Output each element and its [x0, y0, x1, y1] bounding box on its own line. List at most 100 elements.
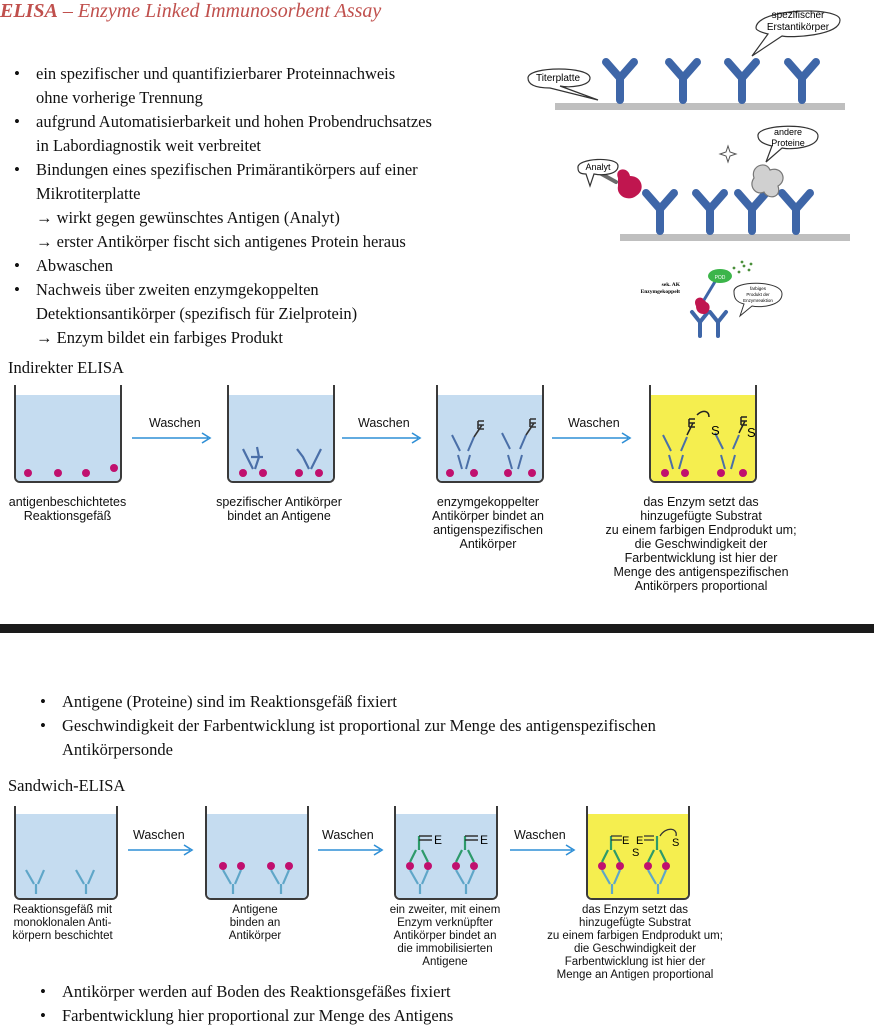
caption-line: Menge des antigenspezifischen: [613, 565, 789, 579]
caption-line: Menge an Antigen proportional: [556, 969, 714, 981]
svg-text:spezifischer: spezifischer: [772, 10, 825, 21]
antibody-row-2: [642, 189, 814, 235]
section-divider: [0, 624, 874, 633]
caption: Antigene binden an Antikörper: [200, 904, 310, 943]
bullet-item: Nachweis über zweiten enzymgekoppelten: [8, 278, 508, 302]
bullet-item: Bindungen eines spezifischen Primärantik…: [8, 158, 508, 182]
bullet-subline: Antikörpersonde: [62, 740, 173, 759]
svg-text:Erstantikörper: Erstantikörper: [767, 22, 830, 33]
caption: Reaktionsgefäß mit monoklonalen Anti-körp…: [0, 904, 125, 943]
svg-text:E: E: [622, 835, 629, 847]
caption: enzymgekoppelter Antikörper bindet an anti…: [408, 495, 568, 551]
vessel-sandwich-2: [205, 806, 309, 900]
bullet-item: Farbentwicklung hier proportional zur Me…: [34, 1004, 554, 1028]
bullet-item: aufgrund Automatisierbarkeit und hohen P…: [8, 110, 508, 134]
svg-text:S: S: [672, 837, 679, 849]
svg-text:andere: andere: [774, 127, 802, 137]
caption-line: Antigene: [232, 904, 278, 916]
caption-line: spezifischer Antikörper: [216, 495, 342, 509]
bullet-subline: in Labordiagnostik weit verbreitet: [36, 136, 261, 155]
svg-text:Analyt: Analyt: [585, 162, 611, 172]
star-shape: [718, 144, 738, 164]
svg-text:S: S: [711, 423, 720, 438]
sandwich-detection: E E: [406, 833, 488, 894]
svg-text:Produkt der: Produkt der: [746, 292, 770, 297]
caption: ein zweiter, mit einem Enzym verknüpfter A…: [355, 904, 535, 969]
bullet-subline: Mikrotiterplatte: [36, 184, 141, 203]
caption-line: hinzugefügte Substrat: [579, 917, 691, 929]
vessel-sandwich-3: E E: [394, 806, 498, 900]
substrate-reaction: S S: [661, 410, 755, 477]
vessel-indirect-4: S S: [649, 385, 757, 483]
caption-line: enzymgekoppelter: [436, 495, 540, 509]
bullet-list-indirect-notes: Antigene (Proteine) sind im Reaktionsgef…: [34, 690, 854, 762]
bullet-subline: → Enzym bildet ein farbiges Produkt: [36, 328, 283, 347]
arrow-right-icon: [342, 432, 422, 444]
svg-text:Enzymreaktion: Enzymreaktion: [743, 298, 773, 303]
caption-line: Enzym verknüpfter: [397, 917, 493, 929]
bullet-item: Geschwindigkeit der Farbentwicklung ist …: [34, 714, 854, 738]
caption-line: antigenbeschichtetes: [8, 495, 127, 509]
caption-line: Antigene: [422, 956, 468, 968]
caption-line: binden an: [229, 917, 281, 929]
caption-line: Farbentwicklung ist hier der: [564, 956, 706, 968]
caption-line: Antikörper bindet an: [393, 930, 497, 942]
caption-line: zu einem farbigen Endprodukt um;: [605, 523, 797, 537]
arrow-right-icon: [510, 844, 576, 856]
caption-line: ein zweiter, mit einem: [389, 904, 501, 916]
wash-label: Waschen: [358, 416, 410, 430]
bullet-item: Antigene (Proteine) sind im Reaktionsgef…: [34, 690, 854, 714]
caption: antigenbeschichtetes Reaktionsgefäß: [0, 495, 135, 523]
other-proteins-shape: [751, 164, 784, 198]
caption-line: bindet an Antigene: [227, 509, 331, 523]
caption-line: Reaktionsgefäß: [23, 509, 112, 523]
svg-text:sek. AK: sek. AK: [662, 282, 681, 288]
bullet-list-intro: ein spezifischer und quantifizierbarer P…: [8, 62, 508, 350]
vessel-sandwich-4: E S E S: [586, 806, 690, 900]
caption-line: Antikörper: [459, 537, 517, 551]
elisa-principle-figure: spezifischer Erstantikörper Titerplatte …: [527, 10, 850, 338]
caption: das Enzym setzt das hinzugefügte Substrat…: [576, 495, 826, 593]
bullet-subline: → erster Antikörper fischt sich antigene…: [36, 232, 406, 251]
arrow-right-icon: [318, 844, 384, 856]
bound-antibodies: [239, 446, 323, 477]
bullet-subline: → wirkt gegen gewünschtes Antigen (Analy…: [36, 208, 340, 227]
bubble-andere-proteine: [757, 125, 819, 163]
svg-text:POD: POD: [715, 275, 726, 281]
vessel-indirect-1: [14, 385, 122, 483]
bubble-analyt: [577, 158, 619, 188]
bullet-subline: ohne vorherige Trennung: [36, 88, 203, 107]
bullet-subline: Detektionsantikörper (spezifisch für Zie…: [36, 304, 358, 323]
svg-text:Titerplatte: Titerplatte: [536, 73, 581, 84]
caption-line: das Enzym setzt das: [643, 495, 759, 509]
wash-label: Waschen: [149, 416, 201, 430]
sandwich-substrate: E S E S: [598, 828, 679, 894]
bound-antigens: [219, 862, 293, 894]
caption-line: monoklonalen Anti-: [13, 917, 112, 929]
bullet-list-sandwich-notes: Antikörper werden auf Boden des Reaktion…: [34, 980, 554, 1028]
caption-line: zu einem farbigen Endprodukt um;: [547, 930, 723, 942]
caption: das Enzym setzt das hinzugefügte Substrat…: [515, 904, 755, 982]
svg-text:E: E: [636, 835, 643, 847]
arrow-right-icon: [128, 844, 194, 856]
svg-text:farbiges: farbiges: [750, 286, 767, 291]
bullet-item: ein spezifischer und quantifizierbarer P…: [8, 62, 508, 86]
antibody-row-1: [602, 58, 820, 104]
capture-antibodies: [25, 869, 96, 894]
detection-antibody-detail: POD: [690, 260, 753, 338]
wash-label: Waschen: [568, 416, 620, 430]
enzyme-antibodies: [446, 418, 536, 477]
vessel-indirect-3: [436, 385, 544, 483]
caption-line: Antikörper: [228, 930, 282, 942]
bubble-titerplatte: [527, 68, 599, 101]
arrow-right-icon: [132, 432, 212, 444]
caption-line: körpern beschichtet: [12, 930, 113, 942]
heading-indirect-elisa: Indirekter ELISA: [8, 358, 124, 377]
wash-label: Waschen: [514, 828, 566, 842]
wash-label: Waschen: [133, 828, 185, 842]
heading-sandwich-elisa: Sandwich-ELISA: [8, 776, 126, 795]
svg-text:E: E: [480, 833, 488, 847]
bullet-item: Antikörper werden auf Boden des Reaktion…: [34, 980, 554, 1004]
svg-text:Enzymgekoppelt: Enzymgekoppelt: [641, 289, 681, 295]
bubble-farbiges-produkt: [733, 282, 783, 318]
